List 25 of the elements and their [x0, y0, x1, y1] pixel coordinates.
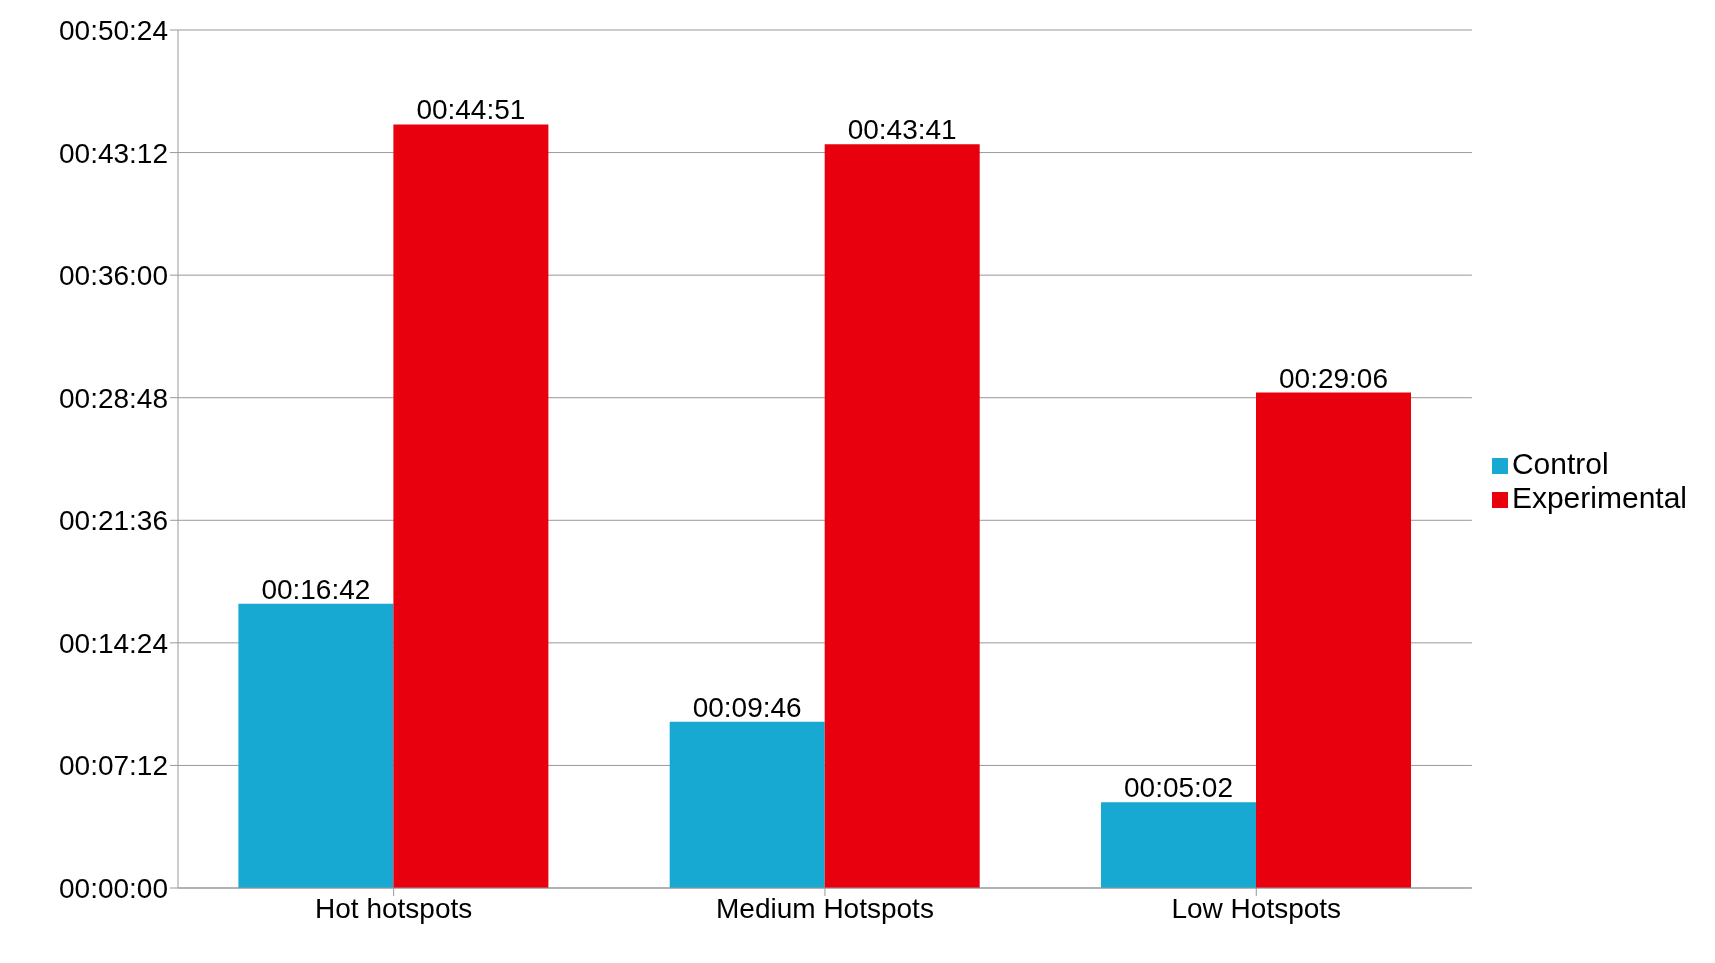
data-label: 00:09:46 — [692, 691, 802, 723]
data-label: 00:43:41 — [847, 114, 957, 146]
y-tick-label: 00:14:24 — [59, 627, 168, 659]
data-label: 00:16:42 — [261, 573, 371, 605]
y-tick-label: 00:00:00 — [59, 872, 168, 904]
y-tick-label: 00:43:12 — [59, 137, 168, 169]
data-label: 00:29:06 — [1279, 362, 1388, 394]
x-tick-label: Hot hotspots — [315, 892, 473, 924]
bar — [824, 144, 980, 888]
bar — [238, 603, 394, 888]
y-tick-label: 00:36:00 — [59, 260, 168, 292]
legend-label: Control — [1511, 446, 1609, 480]
bar — [393, 124, 549, 888]
x-tick-label: Low Hotspots — [1171, 892, 1342, 924]
y-tick-label: 00:28:48 — [59, 382, 168, 414]
y-tick-label: 00:07:12 — [59, 750, 168, 782]
legend-label: Experimental — [1511, 480, 1687, 514]
bar — [669, 721, 825, 888]
x-tick-label: Medium Hotspots — [716, 892, 934, 924]
data-label: 00:44:51 — [416, 94, 526, 126]
y-tick-label: 00:50:24 — [59, 14, 168, 46]
bar — [1256, 392, 1411, 888]
data-label: 00:05:02 — [1124, 772, 1233, 804]
y-tick-label: 00:21:36 — [59, 505, 168, 537]
bar — [1101, 802, 1256, 888]
